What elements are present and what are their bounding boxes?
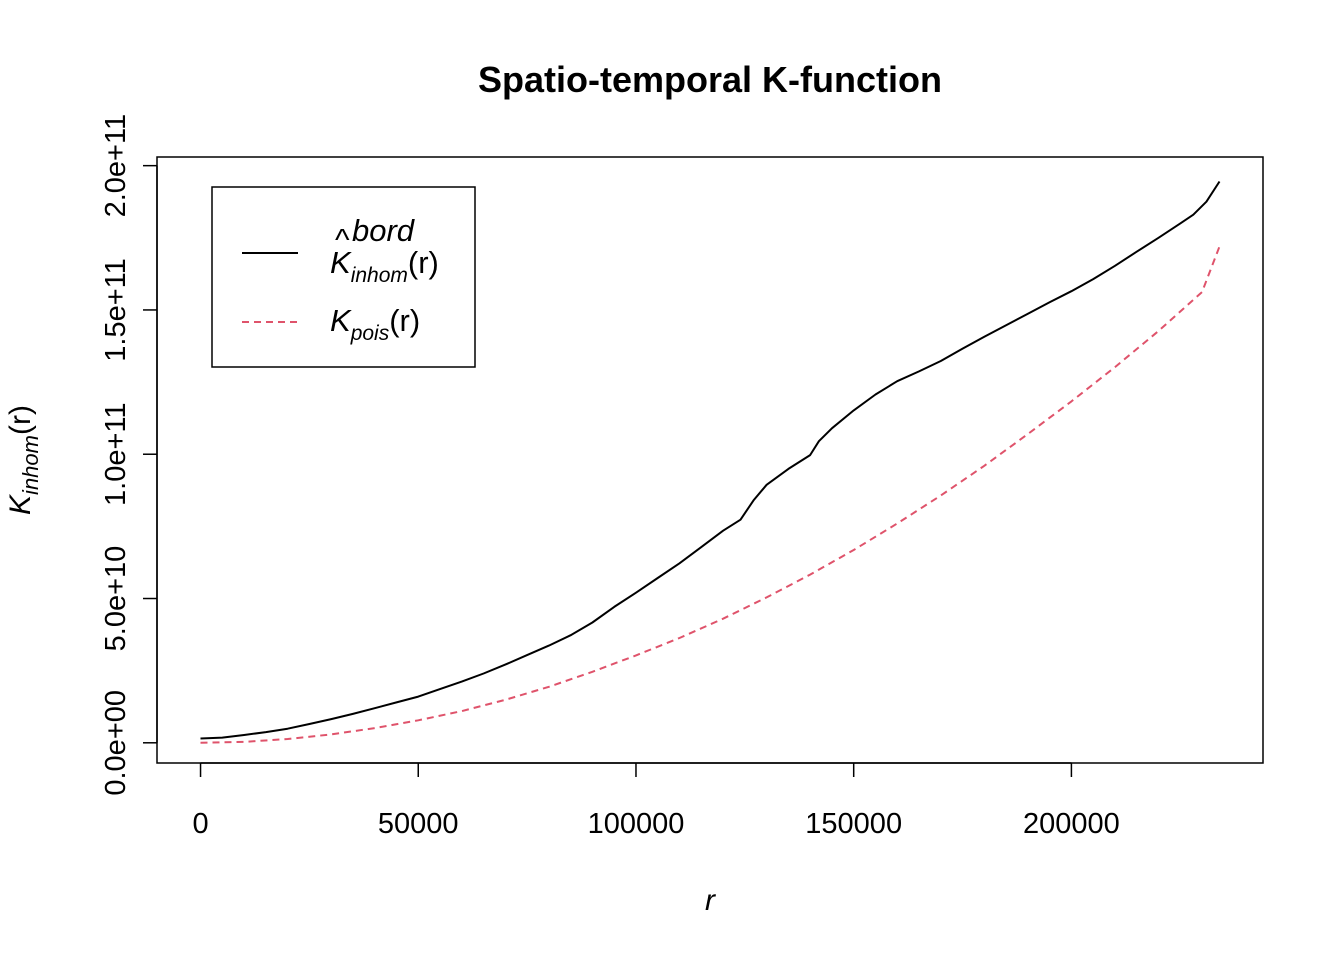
x-axis: 0 50000 100000 150000 200000 <box>192 762 1120 840</box>
series-layer <box>200 180 1221 744</box>
y-tick-label: 5.0e+10 <box>100 546 132 652</box>
x-tick-label: 200000 <box>1023 808 1120 840</box>
legend-label-k-pois: Kpois(r) <box>330 303 420 345</box>
legend-k-arg-0: (r) <box>408 245 439 280</box>
legend-k-main-0: K <box>330 245 352 280</box>
y-axis-label: Kinhom(r) <box>4 405 43 515</box>
legend-box <box>211 186 476 368</box>
legend: ^ Kinhom(r) bord Kpois(r) <box>211 186 476 368</box>
legend-k-sub-0: inhom <box>351 264 408 287</box>
x-axis-label: r <box>705 884 716 917</box>
chart-title: Spatio-temporal K-function <box>478 59 942 100</box>
y-axis-label-main: K <box>4 493 37 515</box>
legend-sup-bord: bord <box>352 213 416 248</box>
x-tick-label: 100000 <box>588 808 685 840</box>
y-tick-label: 2.0e+11 <box>100 114 132 217</box>
legend-k-main-1: K <box>330 303 352 338</box>
y-tick-label: 1.5e+11 <box>100 258 132 361</box>
y-axis-label-arg: (r) <box>4 405 37 435</box>
y-tick-label: 0.0e+00 <box>100 690 132 796</box>
y-axis-label-sub: inhom <box>18 435 43 495</box>
legend-hat: ^ <box>335 222 350 257</box>
series-line-0 <box>200 180 1221 740</box>
series-line-1 <box>200 246 1221 744</box>
y-axis: 0.0e+00 5.0e+10 1.0e+11 1.5e+11 2.0e+11 <box>100 114 158 796</box>
y-tick-label: 1.0e+11 <box>100 402 132 505</box>
legend-label-k-bord-inhom: Kinhom(r) <box>330 245 439 287</box>
x-tick-label: 0 <box>192 808 208 840</box>
x-tick-label: 50000 <box>378 808 459 840</box>
x-tick-label: 150000 <box>805 808 902 840</box>
legend-k-sub-1: pois <box>350 322 390 345</box>
legend-k-arg-1: (r) <box>389 303 420 338</box>
